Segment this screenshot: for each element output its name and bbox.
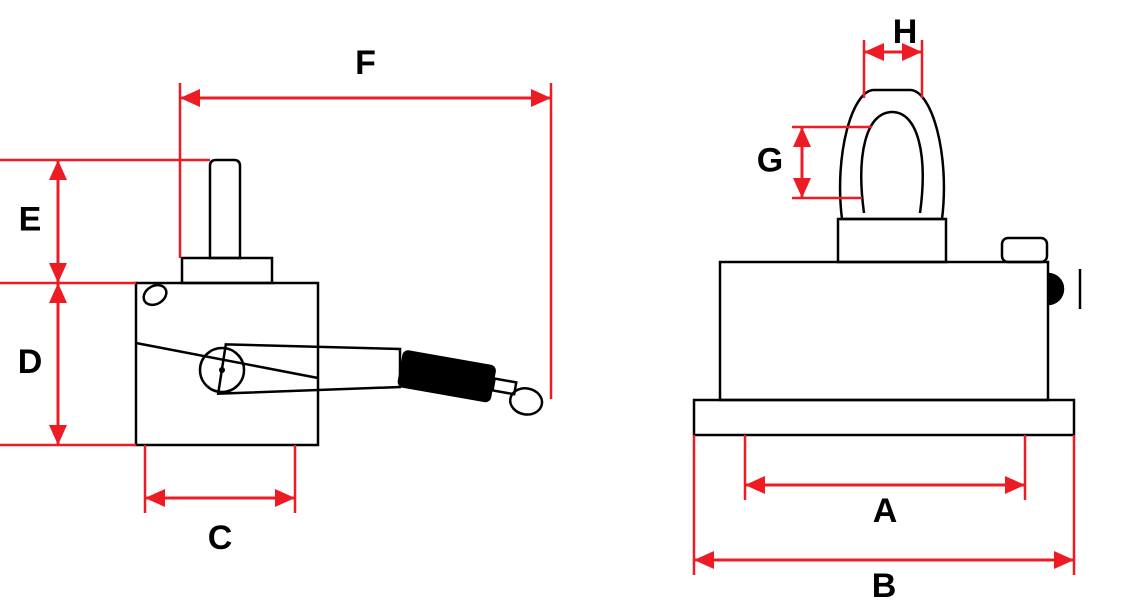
dim-label-d: D	[18, 343, 43, 381]
dim-label-b: B	[872, 567, 897, 605]
dim-label-a: A	[873, 492, 898, 530]
left-view	[136, 160, 544, 445]
dim-label-f: F	[355, 44, 376, 82]
dim-label-e: E	[19, 200, 42, 238]
dim-label-c: C	[208, 519, 233, 557]
right-view	[694, 90, 1080, 435]
dim-label-g: G	[757, 141, 783, 179]
dim-label-h: H	[893, 13, 918, 51]
